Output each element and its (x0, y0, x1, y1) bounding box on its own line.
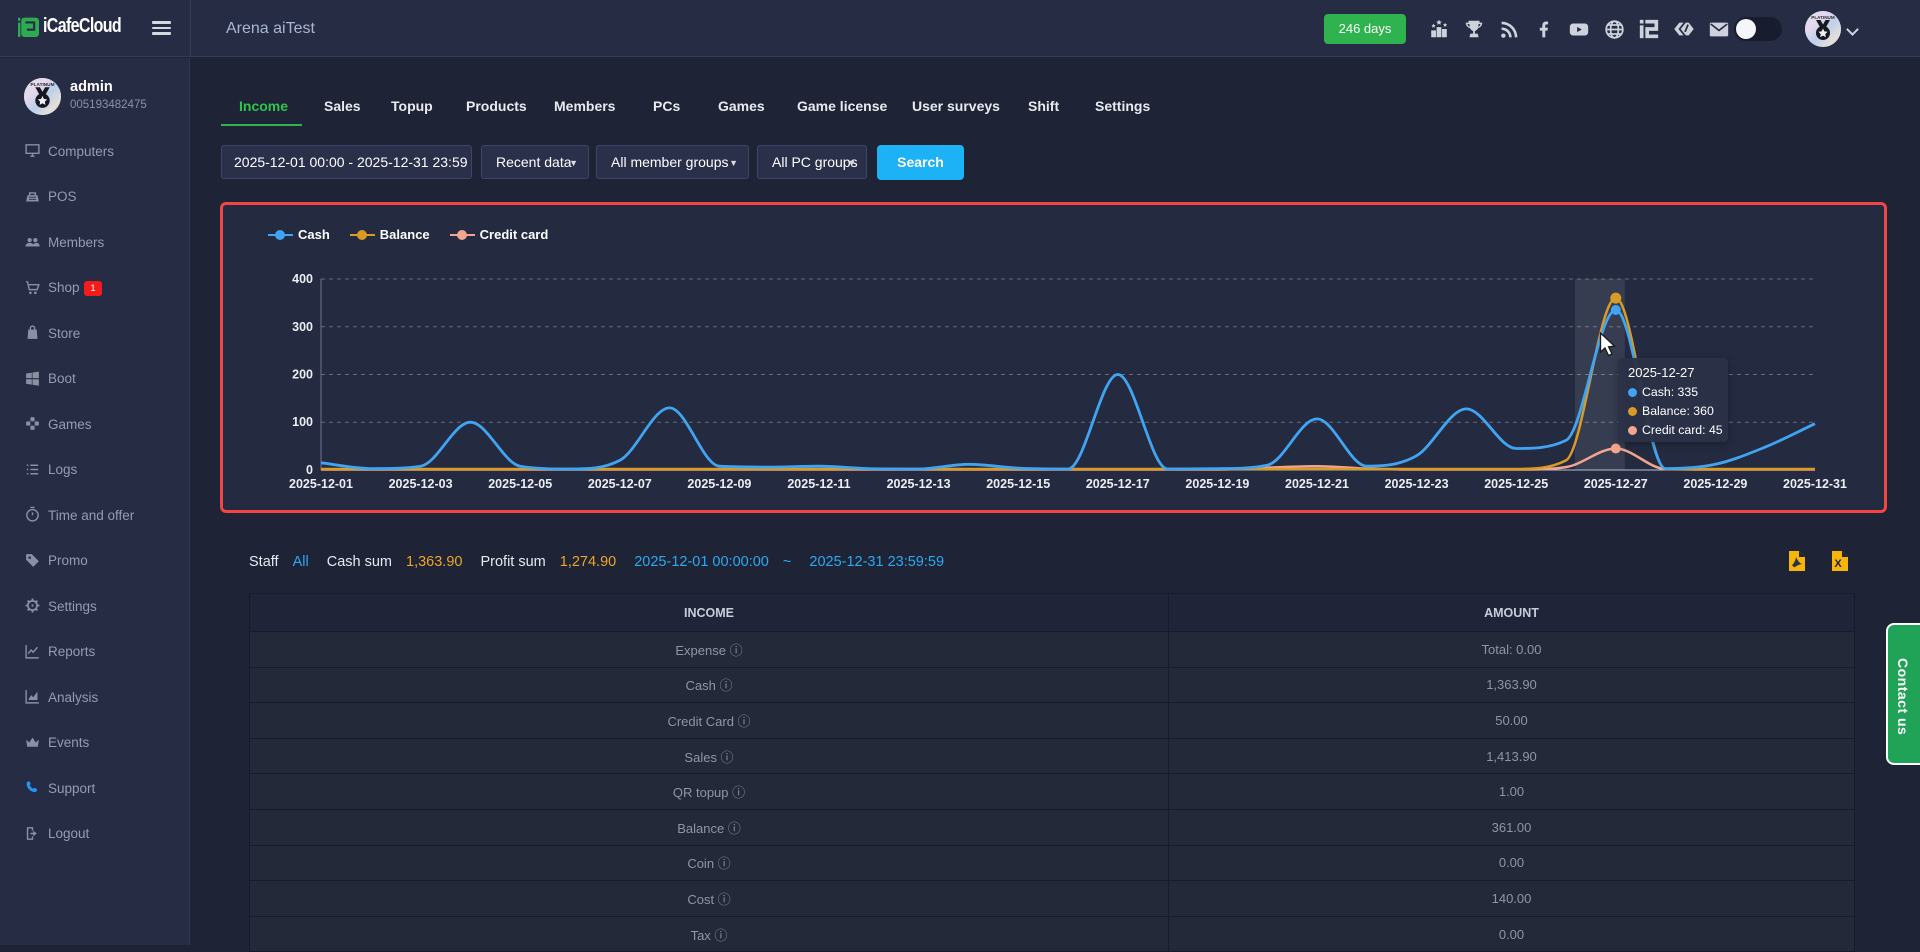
svg-text:2025-12-31: 2025-12-31 (1783, 477, 1847, 491)
svg-text:2025-12-25: 2025-12-25 (1484, 477, 1548, 491)
svg-text:2025-12-15: 2025-12-15 (986, 477, 1050, 491)
svg-text:2025-12-07: 2025-12-07 (588, 477, 652, 491)
svg-text:0: 0 (306, 463, 313, 477)
svg-text:2025-12-29: 2025-12-29 (1683, 477, 1747, 491)
svg-text:2025-12-23: 2025-12-23 (1385, 477, 1449, 491)
svg-text:PLATINUM: PLATINUM (30, 82, 54, 88)
svg-text:X: X (1834, 558, 1842, 570)
svg-text:2025-12-03: 2025-12-03 (389, 477, 453, 491)
svg-text:2025-12-17: 2025-12-17 (1086, 477, 1150, 491)
svg-text:2025-12-05: 2025-12-05 (488, 477, 552, 491)
svg-text:200: 200 (292, 368, 313, 382)
svg-text:2025-12-09: 2025-12-09 (687, 477, 751, 491)
svg-text:400: 400 (292, 272, 313, 286)
svg-text:2025-12-11: 2025-12-11 (787, 477, 850, 491)
svg-text:2025-12-27: 2025-12-27 (1584, 477, 1648, 491)
svg-text:300: 300 (292, 320, 313, 334)
svg-text:2025-12-21: 2025-12-21 (1285, 477, 1349, 491)
svg-text:2025-12-13: 2025-12-13 (887, 477, 951, 491)
svg-text:2025-12-01: 2025-12-01 (289, 477, 353, 491)
svg-text:PLATINUM: PLATINUM (1811, 15, 1835, 20)
svg-text:2025-12-19: 2025-12-19 (1185, 477, 1249, 491)
svg-text:100: 100 (292, 415, 313, 429)
